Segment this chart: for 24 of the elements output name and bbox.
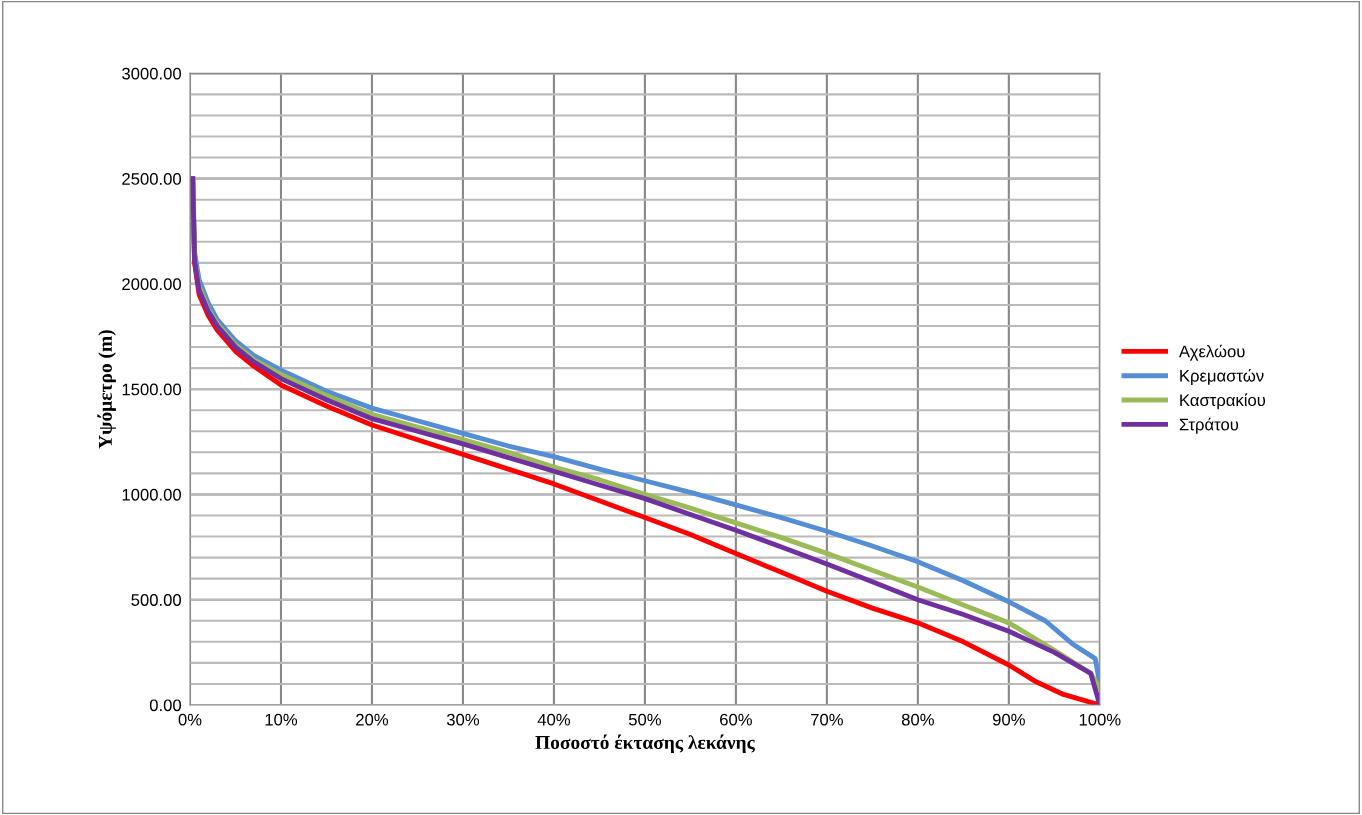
x-tick-label: 90%: [992, 713, 1025, 726]
x-tick-label: 40%: [537, 713, 571, 726]
y-tick-label: 3000.00: [122, 67, 182, 80]
x-tick-label: 100%: [1079, 713, 1121, 726]
y-tick-label: 2500.00: [122, 173, 182, 185]
y-axis-title: Υψόμετρο (m): [97, 330, 116, 449]
x-tick-label: 10%: [265, 713, 298, 726]
legend-label: Αχελώου: [1178, 344, 1245, 361]
y-tick-label: 1000.00: [122, 488, 182, 501]
x-tick-label: 30%: [446, 713, 480, 726]
x-tick-label: 50%: [628, 713, 661, 726]
legend-label: Κρεμαστών: [1180, 368, 1264, 385]
x-tick-label: 0%: [178, 713, 202, 726]
x-tick-label: 20%: [356, 713, 389, 726]
y-tick-label: 2000.00: [122, 278, 182, 291]
x-tick-label: 70%: [811, 713, 843, 726]
legend-label: Καστρακίου: [1180, 393, 1266, 410]
x-tick-label: 80%: [901, 713, 934, 726]
y-tick-label: 0.00: [149, 699, 182, 712]
x-axis-title: Ποσοστό έκτασης λεκάνης: [535, 734, 755, 753]
x-tick-label: 60%: [720, 713, 752, 726]
y-tick-label: 1500.00: [122, 383, 182, 396]
y-tick-label: 500.00: [131, 594, 182, 606]
legend-label: Στράτου: [1179, 417, 1239, 434]
